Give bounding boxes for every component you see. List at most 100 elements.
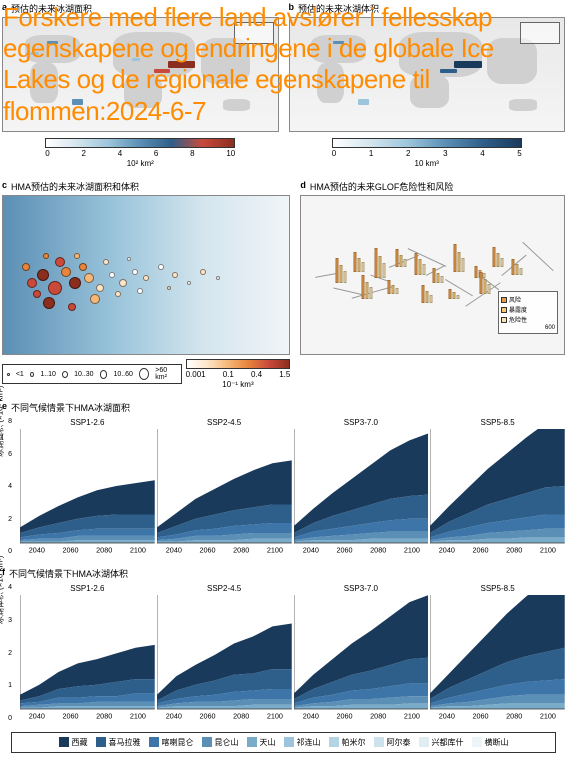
size-legend-label: <1 (16, 371, 24, 378)
panel-d-caption: HMA预估的未来GLOF危险性和风险 (310, 180, 454, 193)
x-tick-label: 2100 (403, 545, 419, 554)
size-legend-label: 1..10 (40, 371, 56, 378)
scatter-point (172, 272, 178, 278)
panel-c-caption: HMA预估的未来冰湖面积和体积 (11, 180, 139, 193)
scatter-point (132, 269, 138, 275)
scenario-label: SSP3-7.0 (294, 584, 429, 593)
area-chart: SSP2-4.52040206020802100 (157, 418, 292, 555)
x-tick-label: 2100 (130, 545, 146, 554)
x-tick-label: 2040 (166, 545, 182, 554)
size-legend-c: <11..1010..3010..60>60 km² (2, 364, 182, 384)
region-legend-item: 兴都库什 (419, 737, 464, 748)
scatter-point (48, 281, 62, 295)
size-legend-label: >60 km² (155, 367, 176, 381)
x-tick-label: 2040 (166, 712, 182, 721)
region-legend-item: 昆仑山 (202, 737, 239, 748)
risk-legend-row: 暴露度 (501, 305, 555, 314)
x-tick-label: 2060 (62, 545, 78, 554)
x-tick-label: 2040 (439, 545, 455, 554)
x-tick-label: 2040 (29, 545, 45, 554)
scatter-point (33, 290, 41, 298)
x-tick-label: 2060 (336, 712, 352, 721)
colorbar-tick: 0 (332, 149, 336, 158)
colorbar-tick: 4 (480, 149, 484, 158)
colorbar-tick: 0.001 (186, 370, 206, 379)
x-tick-label: 2100 (267, 712, 283, 721)
region-legend-item: 天山 (247, 737, 276, 748)
x-tick-label: 2060 (473, 712, 489, 721)
scatter-point (43, 297, 55, 309)
area-chart: SSP5-8.52040206020802100 (430, 418, 565, 555)
y-tick-label: 2 (4, 516, 12, 523)
scatter-point (27, 278, 37, 288)
x-tick-label: 2080 (370, 545, 386, 554)
panel-e-caption: 不同气候情景下HMA冰湖面积 (11, 401, 130, 414)
scatter-point (69, 277, 81, 289)
scenario-label: SSP2-4.5 (157, 418, 292, 427)
scatter-point (74, 253, 80, 259)
article-title-overlay: Forskere med flere land avslører i felle… (3, 2, 564, 127)
x-tick-label: 2100 (403, 712, 419, 721)
risk-bar-group (493, 247, 504, 267)
risk-legend-row: 危险性 (501, 315, 555, 324)
risk-bar-group (480, 272, 491, 294)
panel-e: e 不同气候情景下HMA冰湖面积 冰湖面积 (×10³ km²) 86420 S… (0, 399, 567, 557)
size-legend-label: 10..30 (74, 371, 93, 378)
colorbar-tick: 8 (190, 149, 194, 158)
scenario-label: SSP5-8.5 (430, 418, 565, 427)
colorbar-c: 0.0010.10.41.5 10⁻¹ km³ (186, 359, 291, 389)
scenario-label: SSP3-7.0 (294, 418, 429, 427)
x-tick-label: 2060 (62, 712, 78, 721)
colorbar-tick: 6 (154, 149, 158, 158)
scatter-point (187, 281, 191, 285)
y-tick-label: 4 (4, 483, 12, 490)
x-tick-label: 2060 (473, 545, 489, 554)
area-chart: SSP3-7.02040206020802100 (294, 584, 429, 721)
scenario-label: SSP1-2.6 (20, 584, 155, 593)
risk-bar-group (453, 244, 464, 272)
scatter-point (158, 264, 164, 270)
risk-bar-group (335, 258, 346, 283)
y-tick-label: 1 (4, 682, 12, 689)
region-legend-item: 帕米尔 (329, 737, 366, 748)
scatter-point (119, 279, 127, 287)
scatter-point (37, 269, 49, 281)
scenario-label: SSP5-8.5 (430, 584, 565, 593)
colorbar-tick: 0 (45, 149, 49, 158)
scatter-point (61, 267, 71, 277)
scatter-point (200, 269, 206, 275)
region-legend: 西藏喜马拉雅喀喇昆仑昆仑山天山祁连山帕米尔阿尔泰兴都库什横断山 (11, 732, 555, 753)
panel-d-letter: d (300, 180, 306, 193)
risk-bar-group (448, 289, 459, 299)
scatter-point (43, 253, 49, 259)
x-tick-label: 2100 (540, 545, 556, 554)
x-tick-label: 2080 (96, 712, 112, 721)
colorbar-b: 012345 10 km³ (332, 138, 522, 168)
scatter-point (167, 286, 171, 290)
colorbar-tick: 2 (406, 149, 410, 158)
risk-bar-group (388, 280, 399, 294)
x-tick-label: 2080 (96, 545, 112, 554)
x-tick-label: 2080 (233, 712, 249, 721)
risk-bar-group (362, 275, 373, 299)
colorbar-tick: 0.4 (251, 370, 262, 379)
region-legend-item: 喜马拉雅 (96, 737, 141, 748)
scatter-point (96, 284, 104, 292)
y-tick-label: 3 (4, 617, 12, 624)
row-cd: c HMA预估的未来冰湖面积和体积 <11..1010..3010..60>60… (0, 178, 567, 391)
x-tick-label: 2040 (29, 712, 45, 721)
x-tick-label: 2080 (233, 545, 249, 554)
colorbar-a: 0246810 10² km² (45, 138, 235, 168)
region-legend-item: 喀喇昆仑 (149, 737, 194, 748)
risk-legend-d: 风险暴露度危险性600 (498, 291, 558, 334)
area-chart: SSP1-2.62040206020802100 (20, 418, 155, 555)
y-tick-label: 6 (4, 451, 12, 458)
colorbar-tick: 1.5 (279, 370, 290, 379)
y-tick-label: 0 (4, 715, 12, 722)
x-tick-label: 2040 (439, 712, 455, 721)
scatter-point (115, 291, 121, 297)
x-tick-label: 2060 (199, 545, 215, 554)
area-chart: SSP3-7.02040206020802100 (294, 418, 429, 555)
x-tick-label: 2060 (199, 712, 215, 721)
area-chart: SSP2-4.52040206020802100 (157, 584, 292, 721)
